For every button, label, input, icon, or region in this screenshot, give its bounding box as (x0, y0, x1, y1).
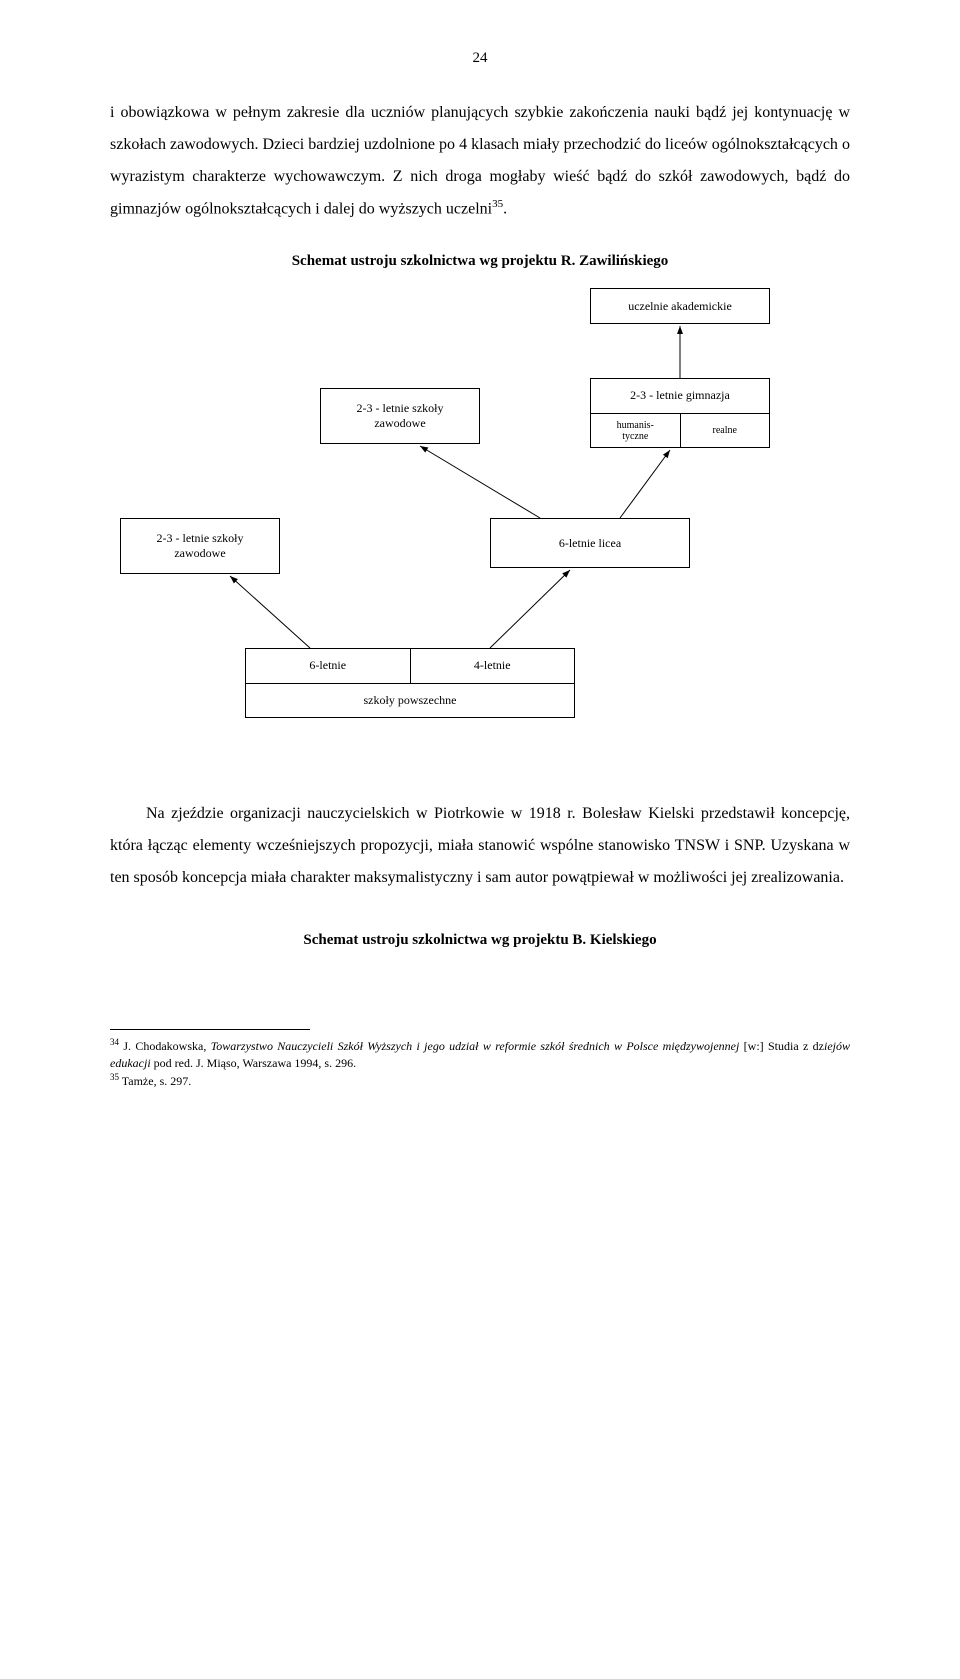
footnote-35: 35 Tamże, s. 297. (110, 1071, 850, 1089)
page-number: 24 (110, 50, 850, 67)
para1-text: i obowiązkowa w pełnym zakresie dla uczn… (110, 104, 850, 217)
diagram-edges (110, 288, 850, 768)
paragraph-2: Na zjeździe organizacji nauczycielskich … (110, 798, 850, 894)
fn35-text: Tamże, s. 297. (119, 1074, 191, 1088)
diagram1-title: Schemat ustroju szkolnictwa wg projektu … (110, 253, 850, 270)
fn35-number: 35 (110, 1072, 119, 1082)
diagram2-title: Schemat ustroju szkolnictwa wg projektu … (110, 932, 850, 949)
fn34-a: J. Chodakowska, (119, 1039, 211, 1053)
fn34-c: pod red. J. Miąso, Warszawa 1994, s. 296… (151, 1056, 356, 1070)
para1-post: . (503, 200, 507, 217)
fn34-it1: Towarzystwo Nauczycieli Szkół Wyższych i… (211, 1039, 740, 1053)
diagram-zawilinski: uczelnie akademickie 2-3 - letnie szkoły… (110, 288, 850, 768)
fn34-number: 34 (110, 1037, 119, 1047)
paragraph-1: i obowiązkowa w pełnym zakresie dla uczn… (110, 97, 850, 225)
footnotes-separator (110, 1029, 310, 1030)
fn34-b: [w:] Studia z dz (739, 1039, 824, 1053)
footnote-ref-35: 35 (492, 198, 503, 210)
footnote-34: 34 J. Chodakowska, Towarzystwo Nauczycie… (110, 1036, 850, 1070)
